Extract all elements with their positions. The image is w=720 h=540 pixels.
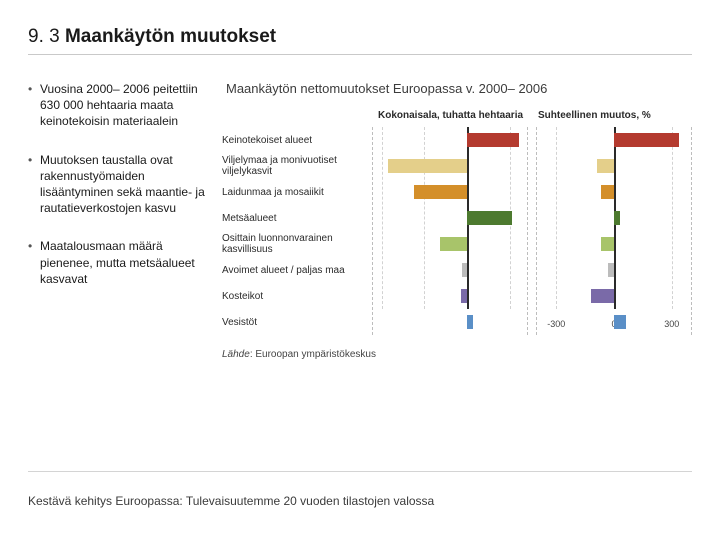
footer-text: Kestävä kehitys Euroopassa: Tulevaisuute… <box>28 494 434 508</box>
category-label: Vesistöt <box>222 309 372 335</box>
chart-title: Maankäytön nettomuutokset Euroopassa v. … <box>226 81 692 96</box>
bar <box>597 159 614 173</box>
x-tick-label: -300 <box>547 319 565 329</box>
category-label: Laidunmaa ja mosaiikit <box>222 179 372 205</box>
category-label: Avoimet alueet / paljas maa <box>222 257 372 283</box>
bar <box>614 133 679 147</box>
bar <box>467 133 519 147</box>
category-label: Kosteikot <box>222 283 372 309</box>
plot-absolute <box>372 127 528 335</box>
page-title: 9. 3 Maankäytön muutokset <box>28 26 692 48</box>
series-label-2: Suhteellinen muutos, % <box>532 110 692 121</box>
bullet-item: •Maatalousmaan määrä pienenee, mutta met… <box>28 238 208 287</box>
category-label: Viljelymaa ja monivuotiset viljelykasvit <box>222 153 372 179</box>
series-header: Kokonaisala, tuhatta hehtaaria Suhteelli… <box>222 110 692 121</box>
gridline <box>424 127 425 309</box>
footer-rule <box>28 471 692 472</box>
series-label-1: Kokonaisala, tuhatta hehtaaria <box>372 110 532 121</box>
bar <box>461 289 467 303</box>
category-label: Osittain luonnonvarainen kasvillisuus <box>222 231 372 257</box>
bar <box>467 211 511 225</box>
bar <box>462 263 467 277</box>
bar <box>614 211 620 225</box>
bullet-item: •Muutoksen taustalla ovat rakennustyömai… <box>28 152 208 217</box>
gridline <box>556 127 557 309</box>
category-label: Keinotekoiset alueet <box>222 127 372 153</box>
source-prefix: Lähde <box>222 349 250 360</box>
plot-relative: -3000300 <box>536 127 692 335</box>
category-label: Metsäalueet <box>222 205 372 231</box>
bar <box>614 315 626 329</box>
x-tick-label: 300 <box>664 319 679 329</box>
gridline <box>382 127 383 309</box>
bar <box>591 289 614 303</box>
bar <box>601 185 614 199</box>
bar <box>414 185 467 199</box>
bar <box>467 315 473 329</box>
title-prefix: 9. 3 <box>28 26 65 47</box>
bar <box>601 237 614 251</box>
chart-source: Lähde: Euroopan ympäristökeskus <box>222 349 692 360</box>
title-rule <box>28 54 692 55</box>
category-labels: Keinotekoiset alueetViljelymaa ja monivu… <box>222 127 372 335</box>
title-bold: Maankäytön muutokset <box>65 26 276 47</box>
source-text: : Euroopan ympäristökeskus <box>250 349 376 360</box>
bar <box>440 237 467 251</box>
bar <box>388 159 467 173</box>
bullet-item: •Vuosina 2000– 2006 peitettiin 630 000 h… <box>28 81 208 130</box>
bullet-list: •Vuosina 2000– 2006 peitettiin 630 000 h… <box>28 81 208 360</box>
bar <box>608 263 614 277</box>
gridline <box>672 127 673 309</box>
